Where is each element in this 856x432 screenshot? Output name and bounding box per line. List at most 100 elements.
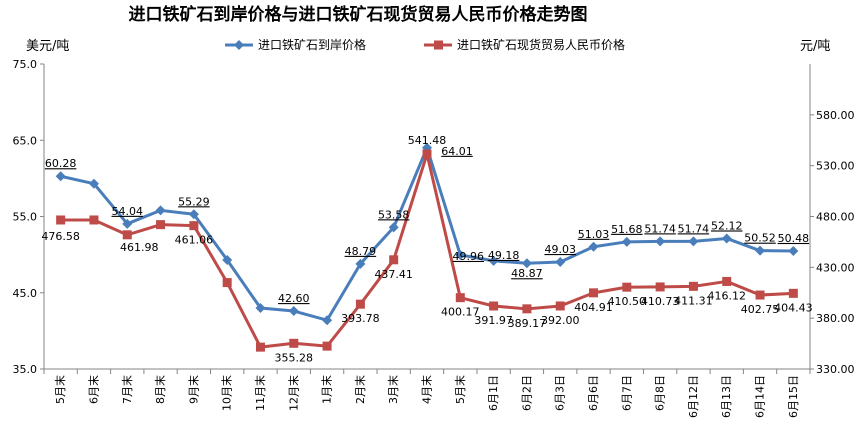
x-tick-label: 2月末: [353, 375, 367, 404]
data-point: [388, 222, 399, 233]
x-tick-label: 3月末: [386, 375, 400, 404]
data-point: [755, 290, 765, 300]
data-point: [355, 258, 366, 269]
data-point: [488, 255, 499, 266]
data-label: 400.17: [441, 306, 480, 319]
data-point: [555, 301, 565, 311]
left-tick-label: 55.0: [13, 211, 38, 224]
data-label: 461.98: [120, 241, 159, 254]
legend: 进口铁矿石到岸价格 进口铁矿石现货贸易人民币价格: [225, 37, 625, 52]
data-point: [621, 236, 632, 247]
x-tick-label: 12月末: [286, 375, 300, 411]
data-label: 42.60: [278, 292, 310, 305]
right-tick-label: 530.00: [816, 160, 855, 173]
data-label: 50.52: [744, 232, 776, 245]
data-label: 410.50: [608, 295, 647, 308]
x-tick-label: 6月15日: [787, 375, 800, 418]
right-tick-label: 330.00: [816, 363, 855, 376]
data-point: [521, 258, 532, 269]
data-point: [222, 254, 233, 265]
series-layer: [55, 142, 799, 352]
data-point: [655, 236, 666, 247]
data-label: 60.28: [45, 157, 77, 170]
data-label: 461.06: [175, 234, 214, 247]
data-point: [588, 241, 599, 252]
data-label: 53.58: [378, 208, 410, 221]
data-point: [788, 288, 798, 298]
data-label: 52.12: [711, 219, 743, 232]
x-tick-label: 6月6日: [587, 375, 600, 411]
data-label: 416.12: [707, 289, 746, 302]
data-point: [389, 255, 399, 265]
data-label: 49.96: [453, 250, 485, 263]
data-label: 391.97: [474, 314, 513, 327]
x-tick-label: 11月末: [253, 375, 267, 411]
legend-label: 进口铁矿石到岸价格: [258, 37, 366, 52]
x-tick-label: 6月2日: [520, 375, 533, 411]
x-tick-label: 6月8日: [654, 375, 667, 411]
data-label: 51.03: [578, 228, 610, 241]
data-point: [88, 178, 99, 189]
data-point: [122, 218, 133, 229]
data-point: [222, 278, 232, 288]
x-tick-label: 6月12日: [687, 375, 700, 418]
legend-label: 进口铁矿石现货贸易人民币价格: [457, 37, 625, 52]
data-label: 411.31: [674, 294, 713, 307]
data-point: [555, 257, 566, 268]
data-point: [255, 342, 265, 352]
x-tick-label: 5月末: [53, 375, 67, 404]
data-point: [56, 215, 66, 225]
x-tick-label: 1月末: [320, 375, 334, 404]
data-point: [721, 233, 732, 244]
data-point: [355, 299, 365, 309]
data-point: [155, 205, 166, 216]
data-point: [255, 303, 266, 313]
data-point: [489, 301, 499, 311]
data-label: 64.01: [441, 145, 473, 158]
data-point: [288, 306, 299, 317]
left-tick-label: 35.0: [13, 363, 38, 376]
x-tick-label: 6月14日: [754, 375, 767, 418]
right-tick-label: 480.00: [816, 211, 855, 224]
data-label: 410.73: [641, 295, 680, 308]
data-point: [422, 149, 432, 159]
data-label: 476.58: [41, 230, 80, 243]
data-point: [289, 338, 299, 348]
data-label: 50.48: [778, 232, 810, 245]
legend-marker: [234, 40, 244, 50]
x-tick-label: 7月末: [120, 375, 134, 404]
data-point: [788, 245, 799, 256]
data-label: 54.04: [112, 205, 144, 218]
right-axis-unit: 元/吨: [800, 39, 830, 54]
data-point: [755, 245, 766, 256]
data-label: 392.00: [541, 314, 580, 327]
x-tick-label: 9月末: [186, 375, 200, 404]
series-line-2: [60, 152, 794, 349]
data-label: 48.87: [511, 267, 543, 280]
data-point: [122, 230, 132, 240]
x-tick-label: 6月13日: [720, 375, 733, 418]
legend-marker: [434, 40, 443, 50]
data-label: 51.74: [678, 222, 710, 235]
left-tick-label: 75.0: [13, 58, 38, 71]
x-tick-label: 10月末: [220, 375, 234, 411]
data-point: [55, 171, 66, 182]
data-point: [688, 236, 699, 247]
data-point: [455, 293, 465, 303]
x-tick-label: 5月末: [453, 375, 467, 404]
x-tick-label: 6月1日: [487, 375, 500, 411]
data-label: 541.48: [408, 134, 447, 147]
left-tick-label: 65.0: [13, 134, 38, 147]
right-tick-label: 580.00: [816, 109, 855, 122]
chart-title: 进口铁矿石到岸价格与进口铁矿石现货贸易人民币价格走势图: [129, 4, 588, 25]
data-point: [322, 315, 333, 326]
data-point: [522, 304, 532, 314]
x-tick-label: 8月末: [153, 375, 167, 404]
left-axis-unit: 美元/吨: [26, 39, 69, 54]
x-tick-label: 6月7日: [620, 375, 633, 411]
x-tick-label: 6月3日: [554, 375, 567, 411]
data-label: 49.18: [488, 249, 520, 262]
data-labels: 60.28 54.04 55.29 42.60 48.79 53.58 64.01 49.96…: [41, 134, 812, 364]
